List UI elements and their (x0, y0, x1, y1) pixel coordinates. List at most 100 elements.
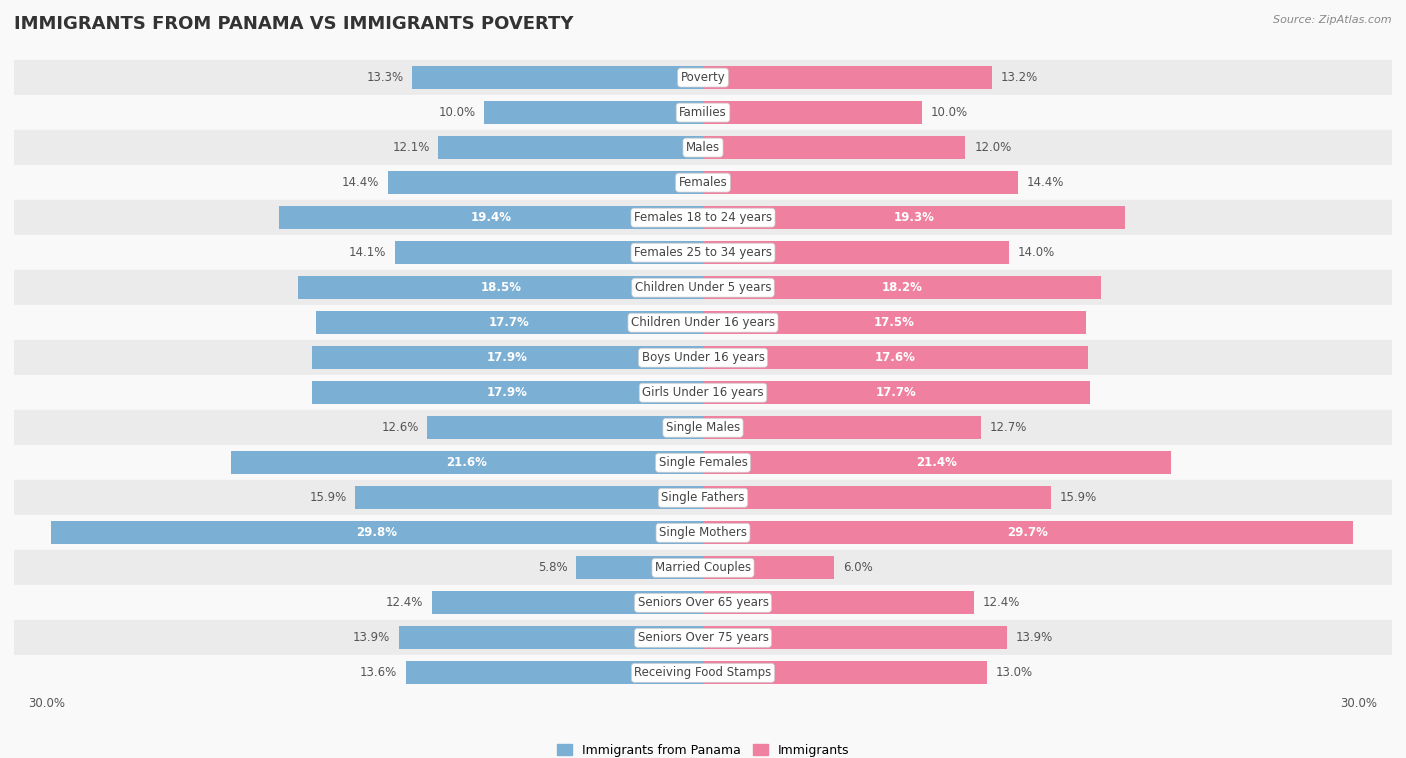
Bar (14, 550, 1392, 585)
Text: Receiving Food Stamps: Receiving Food Stamps (634, 666, 772, 679)
Text: 29.7%: 29.7% (1007, 526, 1049, 539)
Text: 13.0%: 13.0% (995, 666, 1033, 679)
Bar (703, 487, 1050, 509)
Text: Seniors Over 75 years: Seniors Over 75 years (637, 631, 769, 644)
Text: Source: ZipAtlas.com: Source: ZipAtlas.com (1274, 15, 1392, 25)
Bar (432, 591, 703, 614)
Text: 10.0%: 10.0% (439, 106, 475, 119)
Bar (14, 340, 1392, 375)
Bar (703, 346, 1088, 369)
Text: Girls Under 16 years: Girls Under 16 years (643, 387, 763, 399)
Bar (703, 591, 974, 614)
Text: 14.1%: 14.1% (349, 246, 385, 259)
Text: 15.9%: 15.9% (1060, 491, 1097, 504)
Text: 12.7%: 12.7% (990, 421, 1026, 434)
Text: 14.4%: 14.4% (1026, 176, 1064, 189)
Text: 6.0%: 6.0% (844, 562, 873, 575)
Bar (231, 451, 703, 475)
Bar (14, 60, 1392, 95)
Text: Boys Under 16 years: Boys Under 16 years (641, 351, 765, 364)
Bar (703, 626, 1007, 649)
Text: 18.2%: 18.2% (882, 281, 922, 294)
Bar (412, 66, 703, 89)
Bar (703, 136, 966, 159)
Text: Single Males: Single Males (666, 421, 740, 434)
Bar (576, 556, 703, 579)
Text: 17.9%: 17.9% (486, 387, 527, 399)
Bar (14, 656, 1392, 691)
Bar (427, 416, 703, 439)
Bar (14, 620, 1392, 656)
Bar (703, 556, 834, 579)
Bar (405, 662, 703, 684)
Text: 12.0%: 12.0% (974, 141, 1011, 154)
Bar (312, 381, 703, 404)
Bar (703, 206, 1125, 229)
Text: Married Couples: Married Couples (655, 562, 751, 575)
Bar (14, 95, 1392, 130)
Bar (14, 410, 1392, 445)
Bar (703, 381, 1090, 404)
Text: Females 18 to 24 years: Females 18 to 24 years (634, 211, 772, 224)
Bar (703, 522, 1353, 544)
Bar (14, 165, 1392, 200)
Text: 13.9%: 13.9% (353, 631, 391, 644)
Bar (399, 626, 703, 649)
Text: Seniors Over 65 years: Seniors Over 65 years (637, 597, 769, 609)
Bar (703, 662, 987, 684)
Text: 13.6%: 13.6% (360, 666, 396, 679)
Text: Poverty: Poverty (681, 71, 725, 84)
Text: 30.0%: 30.0% (28, 697, 65, 710)
Text: Single Fathers: Single Fathers (661, 491, 745, 504)
Text: 21.6%: 21.6% (446, 456, 488, 469)
Text: 17.7%: 17.7% (489, 316, 530, 329)
Text: 30.0%: 30.0% (1341, 697, 1378, 710)
Text: Children Under 5 years: Children Under 5 years (634, 281, 772, 294)
Text: 12.4%: 12.4% (983, 597, 1021, 609)
Text: 19.4%: 19.4% (471, 211, 512, 224)
Bar (14, 200, 1392, 235)
Bar (14, 375, 1392, 410)
Bar (14, 585, 1392, 620)
Text: 13.9%: 13.9% (1015, 631, 1053, 644)
Bar (395, 241, 703, 264)
Text: IMMIGRANTS FROM PANAMA VS IMMIGRANTS POVERTY: IMMIGRANTS FROM PANAMA VS IMMIGRANTS POV… (14, 15, 574, 33)
Text: 29.8%: 29.8% (357, 526, 398, 539)
Bar (14, 445, 1392, 481)
Bar (703, 171, 1018, 194)
Text: 12.4%: 12.4% (385, 597, 423, 609)
Text: 17.6%: 17.6% (875, 351, 915, 364)
Text: 17.5%: 17.5% (875, 316, 915, 329)
Text: Children Under 16 years: Children Under 16 years (631, 316, 775, 329)
Legend: Immigrants from Panama, Immigrants: Immigrants from Panama, Immigrants (551, 739, 855, 758)
Bar (298, 276, 703, 299)
Text: 21.4%: 21.4% (917, 456, 957, 469)
Text: 19.3%: 19.3% (894, 211, 935, 224)
Bar (703, 102, 922, 124)
Text: 10.0%: 10.0% (931, 106, 967, 119)
Bar (14, 515, 1392, 550)
Bar (51, 522, 703, 544)
Bar (14, 130, 1392, 165)
Bar (14, 235, 1392, 270)
Text: 17.9%: 17.9% (486, 351, 527, 364)
Text: Families: Families (679, 106, 727, 119)
Bar (703, 312, 1085, 334)
Bar (703, 276, 1101, 299)
Bar (14, 305, 1392, 340)
Text: 17.7%: 17.7% (876, 387, 917, 399)
Bar (356, 487, 703, 509)
Text: Females 25 to 34 years: Females 25 to 34 years (634, 246, 772, 259)
Text: Single Females: Single Females (658, 456, 748, 469)
Bar (388, 171, 703, 194)
Bar (703, 66, 991, 89)
Text: 12.1%: 12.1% (392, 141, 430, 154)
Text: 13.2%: 13.2% (1001, 71, 1038, 84)
Text: Males: Males (686, 141, 720, 154)
Text: 14.4%: 14.4% (342, 176, 380, 189)
Text: 18.5%: 18.5% (481, 281, 522, 294)
Text: 12.6%: 12.6% (381, 421, 419, 434)
Text: 5.8%: 5.8% (537, 562, 568, 575)
Text: 15.9%: 15.9% (309, 491, 346, 504)
Bar (14, 270, 1392, 305)
